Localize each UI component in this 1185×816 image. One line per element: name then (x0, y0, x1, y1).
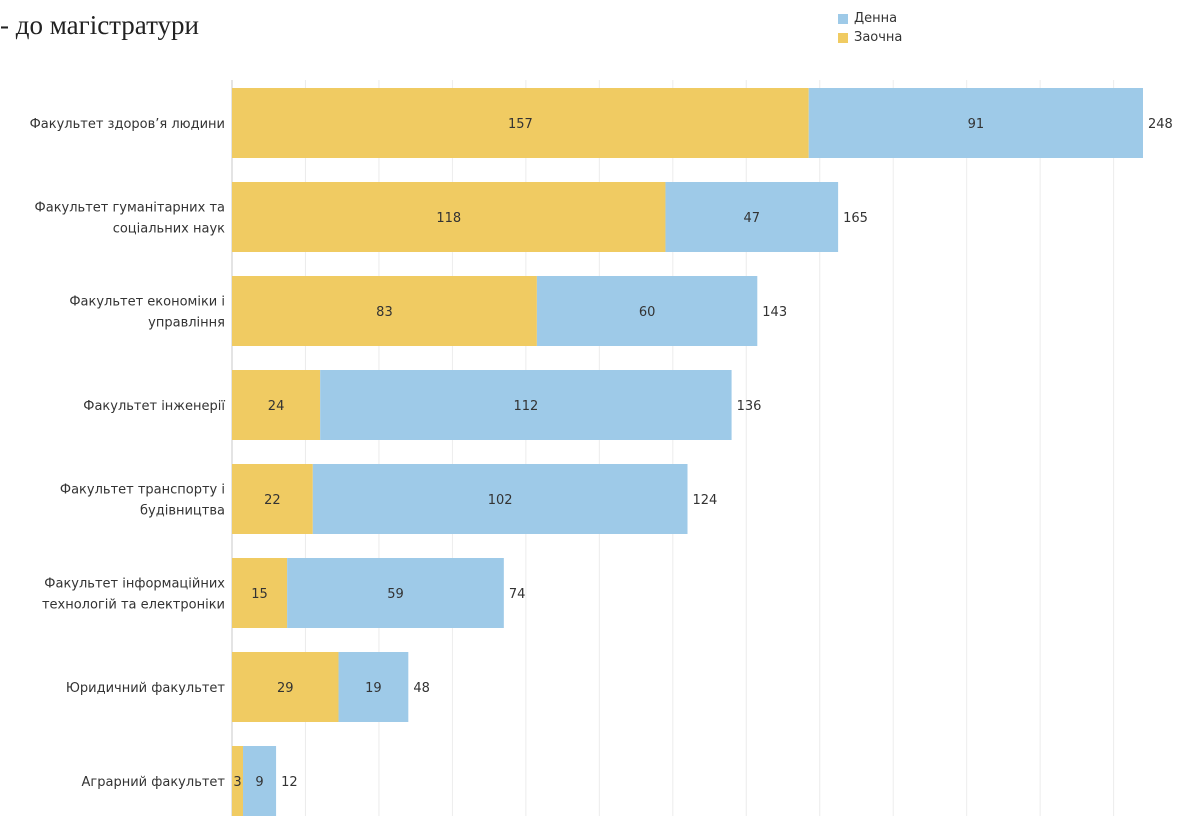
category-label: Аграрний факультет (82, 775, 226, 790)
bar-value-label: 19 (365, 681, 382, 696)
category-label: Факультет інформаційних (44, 577, 225, 592)
bar-denna (338, 652, 409, 722)
bar-value-label: 59 (387, 587, 404, 602)
bar-value-label: 3 (233, 775, 241, 790)
bar-value-label: 60 (639, 305, 656, 320)
bar-value-label: 9 (255, 775, 263, 790)
bar-value-label: 47 (744, 211, 761, 226)
bar-zaochna (232, 652, 339, 722)
bar-value-label: 157 (508, 117, 533, 132)
bar-total-label: 124 (693, 493, 718, 508)
bar-denna (312, 464, 688, 534)
legend-label: Денна (854, 11, 898, 26)
bar-total-label: 248 (1148, 117, 1173, 132)
bar-zaochna (232, 558, 288, 628)
bar-value-label: 15 (251, 587, 268, 602)
bar-zaochna (232, 746, 244, 816)
bar-zaochna (232, 370, 321, 440)
category-label: управління (148, 316, 225, 331)
bar-zaochna (232, 88, 809, 158)
bar-zaochna (232, 182, 666, 252)
category-label: соціальних наук (113, 222, 225, 237)
bar-total-label: 74 (509, 587, 526, 602)
bar-value-label: 102 (488, 493, 513, 508)
category-label: Юридичний факультет (66, 681, 226, 696)
bar-value-label: 91 (968, 117, 985, 132)
page-title: - до магістратури (0, 10, 199, 40)
bar-total-label: 143 (762, 305, 787, 320)
legend-swatch (838, 32, 848, 43)
legend-item-zaochna[interactable]: Заочна (838, 28, 902, 47)
legend-label: Заочна (854, 30, 903, 45)
bar-value-label: 112 (513, 399, 538, 414)
legend-swatch (838, 13, 848, 24)
bar-zaochna (232, 276, 537, 346)
category-label: Факультет гуманітарних та (35, 201, 225, 216)
bar-denna (536, 276, 758, 346)
bar-denna (320, 370, 732, 440)
category-label: Факультет інженерії (83, 399, 225, 414)
legend-item-denna[interactable]: Денна (838, 9, 902, 28)
bar-zaochna (232, 464, 313, 534)
category-label: будівництва (140, 504, 225, 519)
category-label: Факультет економіки і (69, 295, 225, 310)
bar-value-label: 29 (277, 681, 294, 696)
bar-denna (665, 182, 839, 252)
bar-value-label: 118 (436, 211, 461, 226)
chart-legend: Денна Заочна (838, 9, 902, 47)
bar-value-label: 24 (268, 399, 285, 414)
bar-denna (243, 746, 277, 816)
category-label: Факультет здоров’я людини (30, 117, 225, 132)
bar-total-label: 136 (737, 399, 762, 414)
category-label: Факультет транспорту і (60, 483, 225, 498)
bar-denna (287, 558, 504, 628)
bar-total-label: 165 (843, 211, 868, 226)
bar-total-label: 12 (281, 775, 298, 790)
bar-total-label: 48 (413, 681, 430, 696)
bar-value-label: 22 (264, 493, 281, 508)
bar-denna (808, 88, 1143, 158)
category-label: технологій та електроніки (42, 598, 225, 613)
bar-value-label: 83 (376, 305, 393, 320)
